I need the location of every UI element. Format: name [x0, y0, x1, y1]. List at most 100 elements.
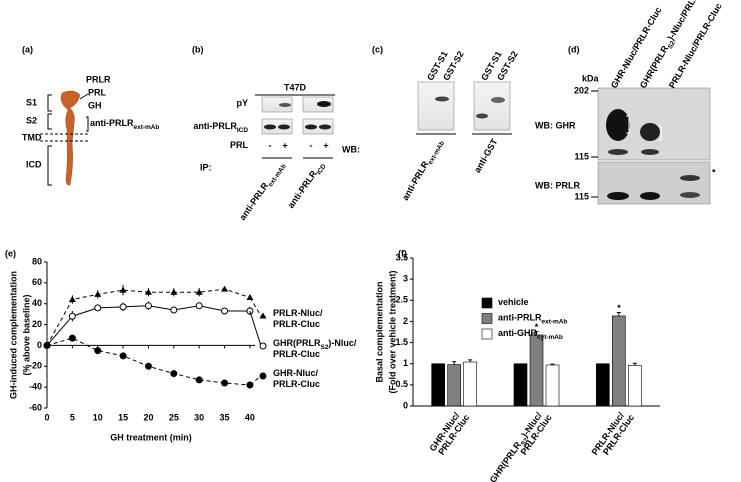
treatment-sign: +: [282, 140, 287, 150]
legend-symbol: [259, 342, 267, 350]
panel-label: (d): [568, 44, 580, 54]
marker: [119, 352, 127, 360]
antibody-label: anti-PRLRext-mAb: [90, 118, 159, 131]
y-axis-title: Basal complementation: [374, 281, 384, 382]
bar: [596, 363, 610, 407]
y-tick-label: -20: [29, 361, 42, 371]
lane-label: PRLR-Nluc/PRLR-Cluc: [667, 2, 724, 91]
legend-label: PRLR-Cluc: [273, 319, 320, 329]
x-tick-label: 25: [169, 412, 179, 422]
error-bar: [452, 361, 457, 365]
bar: [431, 363, 445, 407]
legend-label: GHR-Nluc/: [273, 368, 318, 378]
marker: [246, 293, 254, 300]
y-tick-label: 0: [37, 340, 42, 350]
y-tick-label: 40: [32, 298, 42, 308]
y-axis-title: GH-induced complementation: [8, 271, 18, 399]
marker: [94, 347, 102, 355]
marker: [195, 302, 203, 310]
legend-label: anti-GHRcyt-mAb: [498, 328, 563, 341]
error-bar: [616, 312, 621, 316]
panel-label: (b): [192, 44, 204, 54]
antibody-label-part: anti-GST: [472, 137, 500, 175]
y-axis-title: (Fold over vehicle treatment): [387, 270, 397, 393]
antibody-label: anti-GST: [472, 137, 500, 175]
ip-antibody: anti-PRLRext-mAb: [238, 160, 288, 224]
kda-label: kDa: [582, 73, 600, 83]
x-tick-label: GHR(PRLRS2)-Nluc/: [488, 410, 547, 482]
x-tick-label: 0: [44, 412, 49, 422]
legend-label-part: )-Nluc/: [328, 338, 356, 348]
panel-label: (a): [22, 44, 33, 54]
antibody-label-part: anti-PRLR: [400, 159, 431, 202]
y-tick-label: 1: [403, 358, 408, 368]
legend-label: anti-PRLRext-mAb: [498, 313, 567, 326]
blot-d: [591, 87, 711, 205]
domain-label: S2: [26, 115, 37, 125]
panel-label: (c): [372, 44, 383, 54]
legend-label-part: PRLR-Cluc: [273, 319, 320, 329]
legend-label-part: PRLR-Cluc: [273, 379, 320, 389]
lane-label-part: GHR-Nluc/PRLR-Cluc: [609, 6, 664, 91]
error-bar: [534, 331, 539, 335]
legend-label: PRLR-Cluc: [273, 379, 320, 389]
marker: [221, 379, 229, 387]
x-tick-label: 20: [143, 412, 153, 422]
y-tick-label: 3.5: [395, 252, 408, 262]
ip-label: IP:: [200, 162, 212, 172]
ip-antibody-part: anti-PRLR: [286, 168, 319, 210]
line: [46, 288, 251, 346]
blot-c: [416, 81, 512, 135]
marker: [144, 302, 152, 310]
lane-label: GHR-Nluc/PRLR-Cluc: [609, 6, 664, 91]
wb-label: WB:: [342, 144, 360, 154]
legend-label-part: PRLR-Cluc: [273, 349, 320, 359]
legend-label-sub: S2: [321, 344, 329, 351]
marker: [221, 285, 229, 292]
legend-label: PRLR-Cluc: [273, 349, 320, 359]
x-tick-label-sub: S2: [520, 437, 531, 448]
bar: [463, 361, 477, 407]
error-bar: [632, 362, 637, 366]
marker: [119, 286, 127, 293]
antibody-label: anti-PRLRext-mAb: [400, 137, 446, 204]
row-label-part: PRL: [230, 140, 249, 150]
blot-label: WB: GHR: [535, 120, 576, 130]
treatment-sign: -: [310, 140, 313, 150]
error-bar: [468, 359, 473, 363]
marker: [119, 303, 127, 311]
receptor-diagram: [40, 90, 89, 186]
marker: [68, 296, 76, 303]
antibody-label-sub: ext-mAb: [134, 124, 160, 131]
legend-label: vehicle: [498, 297, 529, 307]
legend-symbol: [259, 372, 267, 380]
legend-connector: [249, 297, 262, 317]
antibody-label-part: anti-PRLR: [90, 118, 134, 128]
marker: [195, 288, 203, 295]
marker: [144, 288, 152, 295]
significance-mark: *: [617, 303, 621, 313]
y-axis-title: (% above baseline): [21, 294, 31, 375]
protein-name: PRLR: [86, 74, 111, 84]
legend-label: GHR(PRLRS2)-Nluc/: [273, 338, 357, 351]
y-tick-label: 1.5: [395, 337, 408, 347]
marker: [68, 312, 76, 320]
legend-label-sub: ext-mAb: [542, 319, 568, 326]
row-label: PRL: [230, 140, 249, 150]
y-tick-label: -60: [29, 402, 42, 412]
ip-antibody-sub: ext-mAb: [267, 163, 288, 188]
bar: [612, 315, 626, 407]
antibody-label-sub: ext-mAb: [427, 140, 446, 166]
blot-label: WB: PRLR: [535, 180, 580, 190]
x-tick-label: 15: [118, 412, 128, 422]
legend-swatch: [481, 313, 493, 324]
y-tick-label: 80: [32, 256, 42, 266]
domain-label: S1: [26, 97, 37, 107]
marker-label: 115: [574, 191, 589, 201]
ligand-label: PRL: [88, 87, 107, 97]
x-tick-label: 30: [194, 412, 204, 422]
marker: [94, 304, 102, 312]
ip-antibody-sub: ICD: [316, 163, 328, 176]
panel-label: (e): [5, 248, 16, 258]
